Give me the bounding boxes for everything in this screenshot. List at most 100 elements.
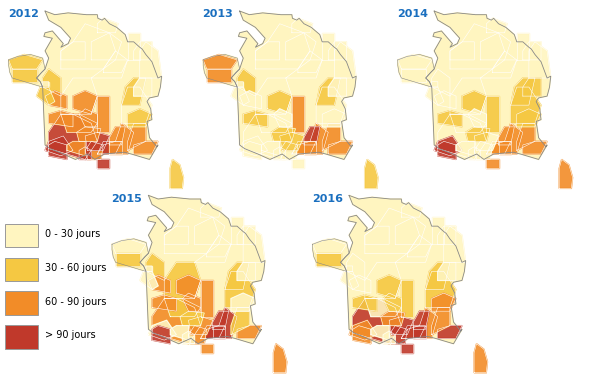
Polygon shape [207, 69, 231, 82]
Polygon shape [365, 159, 378, 189]
Polygon shape [49, 111, 73, 127]
Polygon shape [450, 42, 474, 60]
Polygon shape [353, 298, 401, 344]
Polygon shape [511, 78, 535, 105]
Polygon shape [203, 55, 240, 87]
Polygon shape [243, 141, 261, 159]
Polygon shape [480, 51, 517, 78]
Polygon shape [231, 11, 356, 159]
Polygon shape [499, 141, 511, 154]
Polygon shape [438, 141, 456, 159]
Polygon shape [255, 78, 292, 114]
Polygon shape [109, 127, 125, 145]
Polygon shape [517, 109, 541, 127]
Polygon shape [401, 308, 438, 338]
Polygon shape [395, 235, 432, 262]
Polygon shape [128, 33, 140, 60]
Polygon shape [389, 317, 413, 335]
Polygon shape [231, 217, 243, 244]
Polygon shape [243, 111, 268, 127]
Polygon shape [231, 293, 255, 311]
Polygon shape [97, 18, 118, 33]
Polygon shape [268, 91, 292, 114]
Polygon shape [401, 69, 426, 82]
Polygon shape [188, 317, 213, 335]
Polygon shape [148, 275, 170, 293]
Polygon shape [61, 42, 85, 60]
Text: > 90 jours: > 90 jours [46, 330, 96, 340]
Polygon shape [383, 293, 401, 311]
Polygon shape [438, 226, 456, 244]
Polygon shape [122, 87, 152, 123]
Polygon shape [381, 311, 405, 326]
Polygon shape [180, 311, 204, 326]
Polygon shape [43, 69, 61, 96]
Polygon shape [240, 136, 268, 156]
Polygon shape [426, 11, 551, 159]
Polygon shape [353, 326, 371, 344]
Polygon shape [401, 326, 426, 338]
Polygon shape [328, 78, 347, 96]
Polygon shape [134, 141, 158, 154]
Text: 60 - 90 jours: 60 - 90 jours [46, 296, 107, 306]
Polygon shape [499, 127, 514, 145]
Polygon shape [255, 42, 280, 60]
Polygon shape [122, 78, 146, 105]
Polygon shape [426, 87, 444, 105]
Polygon shape [61, 24, 116, 69]
Polygon shape [97, 96, 109, 132]
Polygon shape [292, 123, 328, 154]
Polygon shape [529, 42, 551, 78]
Polygon shape [486, 123, 523, 154]
Polygon shape [466, 127, 490, 141]
Polygon shape [77, 127, 101, 141]
Polygon shape [480, 33, 511, 60]
Polygon shape [213, 311, 229, 329]
Polygon shape [237, 69, 255, 96]
Text: 2014: 2014 [397, 10, 428, 20]
Polygon shape [188, 326, 207, 344]
Polygon shape [322, 109, 347, 127]
Polygon shape [152, 295, 176, 311]
Polygon shape [462, 91, 486, 114]
Polygon shape [73, 91, 97, 114]
Polygon shape [280, 132, 304, 151]
Polygon shape [365, 262, 401, 298]
Polygon shape [40, 82, 49, 87]
Polygon shape [371, 326, 389, 340]
Polygon shape [429, 82, 438, 87]
Polygon shape [450, 114, 486, 132]
Polygon shape [97, 123, 134, 154]
Polygon shape [353, 295, 377, 311]
Polygon shape [182, 293, 201, 311]
Polygon shape [523, 78, 541, 96]
Polygon shape [67, 141, 85, 156]
Text: 2012: 2012 [8, 10, 38, 20]
Polygon shape [432, 217, 444, 244]
Polygon shape [146, 253, 164, 280]
Polygon shape [426, 271, 456, 308]
Polygon shape [109, 141, 122, 154]
Polygon shape [438, 111, 462, 127]
Polygon shape [116, 253, 140, 266]
Polygon shape [152, 326, 170, 344]
Polygon shape [511, 87, 541, 123]
Polygon shape [97, 159, 109, 169]
Polygon shape [316, 78, 340, 105]
Polygon shape [468, 109, 486, 127]
Polygon shape [164, 298, 201, 317]
Polygon shape [398, 55, 434, 87]
Polygon shape [438, 326, 462, 338]
Polygon shape [79, 109, 97, 127]
FancyBboxPatch shape [5, 224, 38, 247]
Polygon shape [97, 141, 122, 154]
Polygon shape [474, 344, 488, 373]
Polygon shape [304, 127, 320, 145]
Polygon shape [140, 195, 265, 344]
Polygon shape [432, 308, 450, 335]
Polygon shape [203, 55, 237, 69]
Polygon shape [255, 114, 292, 132]
Polygon shape [143, 266, 152, 271]
Polygon shape [523, 141, 547, 154]
Polygon shape [182, 331, 195, 344]
